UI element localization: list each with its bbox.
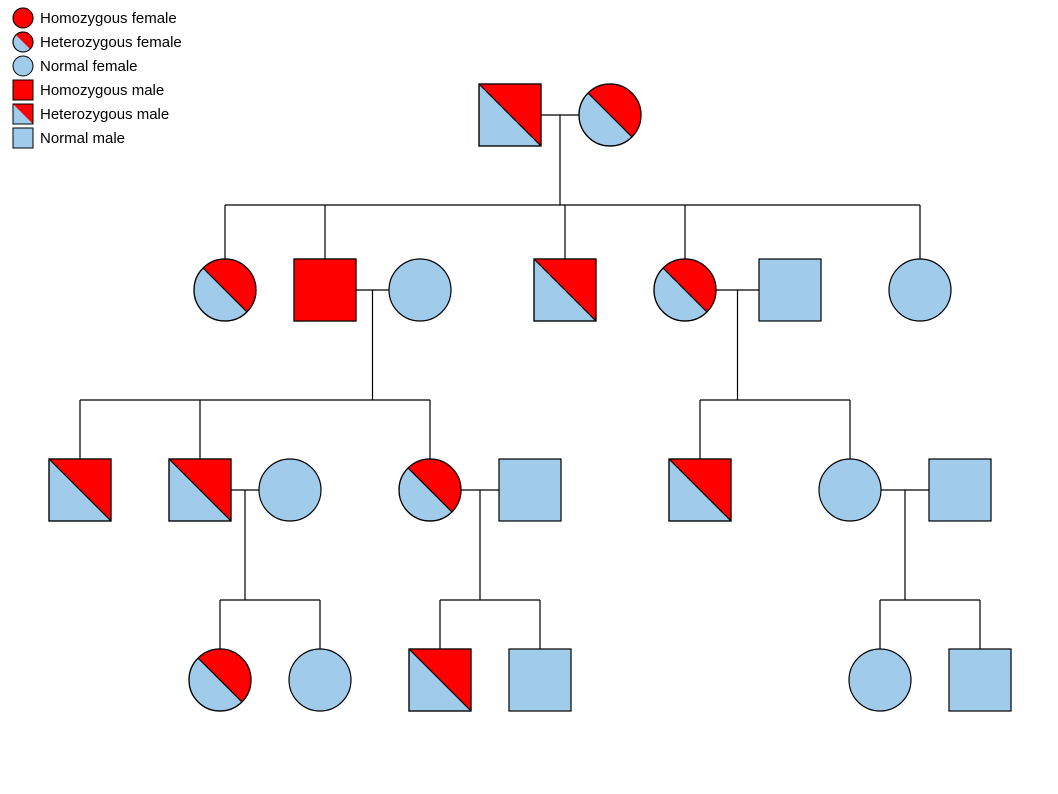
pedigree-diagram: Homozygous female Heterozygous female Norm… [0,0,1058,794]
pedigree-node [819,459,881,521]
legend-row: Normal male [12,126,182,150]
legend-label: Heterozygous female [40,34,182,51]
legend-row: Homozygous male [12,78,182,102]
pedigree-node [534,259,596,321]
pedigree-node [294,259,356,321]
legend-label: Normal female [40,58,138,75]
legend-swatch [12,55,34,77]
legend-row: Heterozygous male [12,102,182,126]
pedigree-node [669,459,731,521]
pedigree-node [889,259,951,321]
legend-swatch [12,127,34,149]
pedigree-node [49,459,111,521]
legend-label: Normal male [40,130,125,147]
legend: Homozygous female Heterozygous female Norm… [12,6,182,150]
legend-label: Heterozygous male [40,106,169,123]
pedigree-node [289,649,351,711]
legend-row: Heterozygous female [12,30,182,54]
pedigree-node [759,259,821,321]
legend-swatch [12,103,34,125]
pedigree-node [929,459,991,521]
pedigree-node [389,259,451,321]
legend-label: Homozygous female [40,10,177,27]
legend-label: Homozygous male [40,82,164,99]
pedigree-node [949,649,1011,711]
legend-swatch [12,7,34,29]
pedigree-node [499,459,561,521]
legend-row: Normal female [12,54,182,78]
pedigree-node [849,649,911,711]
pedigree-node [479,84,541,146]
legend-swatch [12,31,34,53]
legend-row: Homozygous female [12,6,182,30]
pedigree-node [509,649,571,711]
pedigree-node [169,459,231,521]
pedigree-node [409,649,471,711]
legend-swatch [12,79,34,101]
pedigree-node [259,459,321,521]
